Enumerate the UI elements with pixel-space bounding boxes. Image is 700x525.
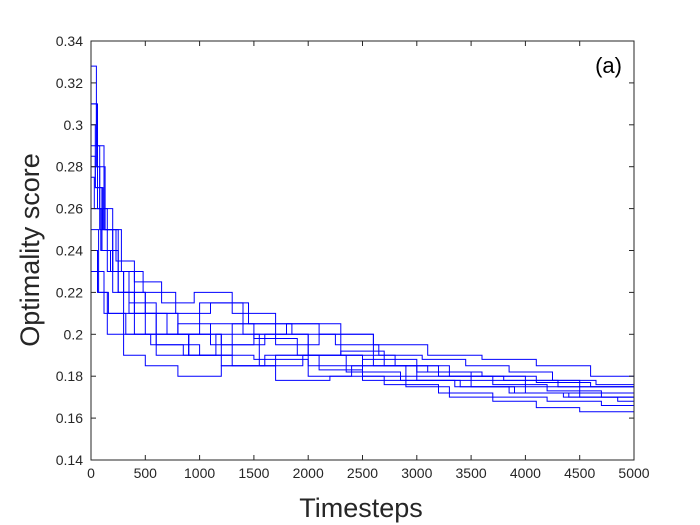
series-layer — [91, 65, 635, 419]
ticks-layer: 0 500 1000 1500 2000 2500 3000 3500 4000 4500 5000… — [56, 33, 650, 481]
y-tick-label: 0.16 — [56, 410, 83, 426]
y-tick-label: 0.32 — [56, 75, 83, 91]
x-tick-label: 4500 — [564, 465, 595, 481]
y-tick-label: 0.26 — [56, 201, 83, 217]
x-tick-label: 500 — [134, 465, 158, 481]
series-line-1 — [91, 103, 635, 398]
series-line-11 — [91, 145, 635, 419]
y-tick-label: 0.2 — [64, 326, 84, 342]
x-tick-label: 2000 — [293, 465, 324, 481]
x-axis-title: Timesteps — [299, 493, 423, 523]
series-line-2 — [91, 65, 635, 391]
x-tick-label: 1500 — [238, 465, 269, 481]
y-tick-label: 0.14 — [56, 452, 83, 468]
series-line-8 — [91, 250, 635, 408]
x-tick-label: 0 — [87, 465, 95, 481]
y-axis-title: Optimality score — [15, 153, 45, 347]
y-tick-label: 0.34 — [56, 33, 83, 49]
series-line-3 — [91, 124, 635, 393]
x-tick-label: 1000 — [184, 465, 215, 481]
series-line-9 — [91, 271, 635, 402]
x-tick-label: 3500 — [456, 465, 487, 481]
plot-frame — [90, 40, 635, 461]
x-tick-label: 4000 — [510, 465, 541, 481]
y-tick-label: 0.28 — [56, 159, 83, 175]
series-line-10 — [91, 103, 635, 387]
y-tick-label: 0.18 — [56, 368, 83, 384]
x-tick-label: 5000 — [618, 465, 649, 481]
panel-label: (a) — [595, 53, 622, 78]
series-line-5 — [91, 176, 635, 389]
y-tick-label: 0.24 — [56, 243, 83, 259]
x-tick-label: 2500 — [347, 465, 378, 481]
y-tick-label: 0.3 — [64, 117, 84, 133]
x-tick-label: 3000 — [401, 465, 432, 481]
y-tick-label: 0.22 — [56, 284, 83, 300]
series-line-12 — [91, 155, 635, 381]
